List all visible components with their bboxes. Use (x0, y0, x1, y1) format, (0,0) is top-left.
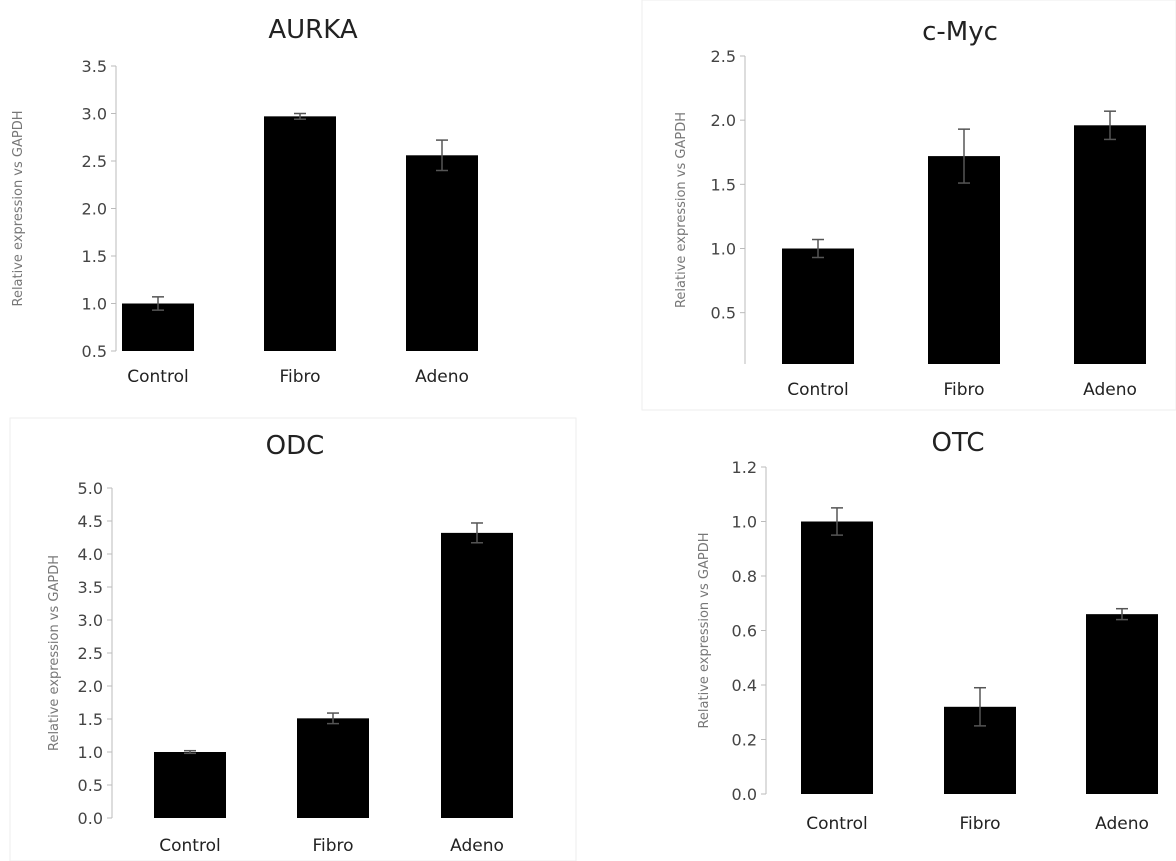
chart-title: ODC (266, 431, 325, 461)
bar-control (154, 752, 226, 818)
y-axis-label: Relative expression vs GAPDH (11, 110, 26, 306)
y-tick-label: 2.0 (711, 111, 736, 130)
y-tick-label: 4.0 (78, 545, 103, 564)
bar-adeno (406, 155, 478, 351)
error-bar (958, 128, 970, 184)
y-tick-label: 0.6 (732, 622, 757, 641)
bar-adeno (1074, 125, 1146, 364)
y-tick-label: 0.0 (78, 809, 103, 828)
error-bar (974, 686, 986, 727)
bar-control (782, 248, 854, 364)
error-bar (152, 296, 164, 311)
x-category-label: Control (159, 836, 220, 856)
x-category-label: Control (127, 367, 188, 387)
error-bar (436, 139, 448, 172)
y-tick-label: 1.0 (78, 743, 103, 762)
panel-frame (9, 417, 577, 861)
error-bar (471, 522, 483, 544)
y-tick-label: 3.5 (82, 57, 107, 76)
y-tick-label: 1.5 (711, 175, 736, 194)
y-axis-label: Relative expression vs GAPDH (674, 112, 689, 308)
y-tick-label: 3.0 (78, 611, 103, 630)
y-tick-label: 0.5 (78, 776, 103, 795)
error-bar (831, 507, 843, 536)
x-category-label: Adeno (450, 836, 504, 856)
chart-panel-2: ODC Relative expression vs GAPDH 0.0 0.5 1.0… (9, 417, 577, 861)
y-tick-label: 0.0 (732, 785, 757, 804)
bar-control (801, 521, 873, 794)
y-axis-label: Relative expression vs GAPDH (47, 555, 62, 751)
y-tick-label: 0.8 (732, 567, 757, 586)
y-tick-label: 4.5 (78, 512, 103, 531)
bar-fibro (264, 116, 336, 351)
error-bar (812, 238, 824, 259)
bar-adeno (1086, 614, 1158, 794)
y-tick-label: 3.5 (78, 578, 103, 597)
x-category-label: Control (787, 380, 848, 400)
error-bar (1104, 110, 1116, 141)
y-tick-label: 0.5 (711, 304, 736, 323)
y-tick-label: 0.4 (732, 676, 757, 695)
x-category-label: Adeno (415, 367, 469, 387)
y-tick-label: 1.2 (732, 458, 757, 477)
chart-panel-3: OTC Relative expression vs GAPDH 0.0 0.2 0.4… (697, 428, 1158, 834)
error-bar (327, 712, 339, 725)
bar-fibro (928, 156, 1000, 364)
chart-panel-1: c-Myc Relative expression vs GAPDH 0.5 1.0 1… (641, 0, 1176, 411)
x-category-label: Fibro (279, 367, 320, 387)
y-tick-label: 5.0 (78, 479, 103, 498)
y-tick-label: 3.0 (82, 105, 107, 124)
y-tick-label: 2.5 (82, 152, 107, 171)
chart-title: AURKA (268, 15, 357, 45)
y-tick-label: 2.0 (78, 677, 103, 696)
x-category-label: Fibro (943, 380, 984, 400)
y-tick-label: 0.5 (82, 342, 107, 361)
error-bar (294, 112, 306, 120)
y-tick-label: 2.0 (82, 200, 107, 219)
y-tick-label: 1.0 (711, 240, 736, 259)
x-category-label: Adeno (1095, 814, 1149, 834)
chart-panel-0: AURKA Relative expression vs GAPDH 0.5 1.0 1… (11, 15, 478, 387)
x-category-label: Fibro (312, 836, 353, 856)
y-tick-label: 1.0 (82, 295, 107, 314)
y-tick-label: 1.0 (732, 513, 757, 532)
chart-title: OTC (932, 428, 985, 458)
error-bar (1116, 607, 1128, 621)
y-tick-label: 1.5 (78, 710, 103, 729)
bar-fibro (297, 718, 369, 818)
chart-title: c-Myc (922, 17, 998, 47)
error-bar (184, 749, 196, 755)
panel-frame (641, 0, 1176, 411)
y-tick-label: 0.2 (732, 731, 757, 750)
x-category-label: Control (806, 814, 867, 834)
y-tick-label: 2.5 (711, 47, 736, 66)
y-axis-label: Relative expression vs GAPDH (697, 532, 712, 728)
bar-control (122, 303, 194, 351)
bar-adeno (441, 532, 513, 818)
x-category-label: Adeno (1083, 380, 1137, 400)
x-category-label: Fibro (959, 814, 1000, 834)
y-tick-label: 1.5 (82, 247, 107, 266)
y-tick-label: 2.5 (78, 644, 103, 663)
